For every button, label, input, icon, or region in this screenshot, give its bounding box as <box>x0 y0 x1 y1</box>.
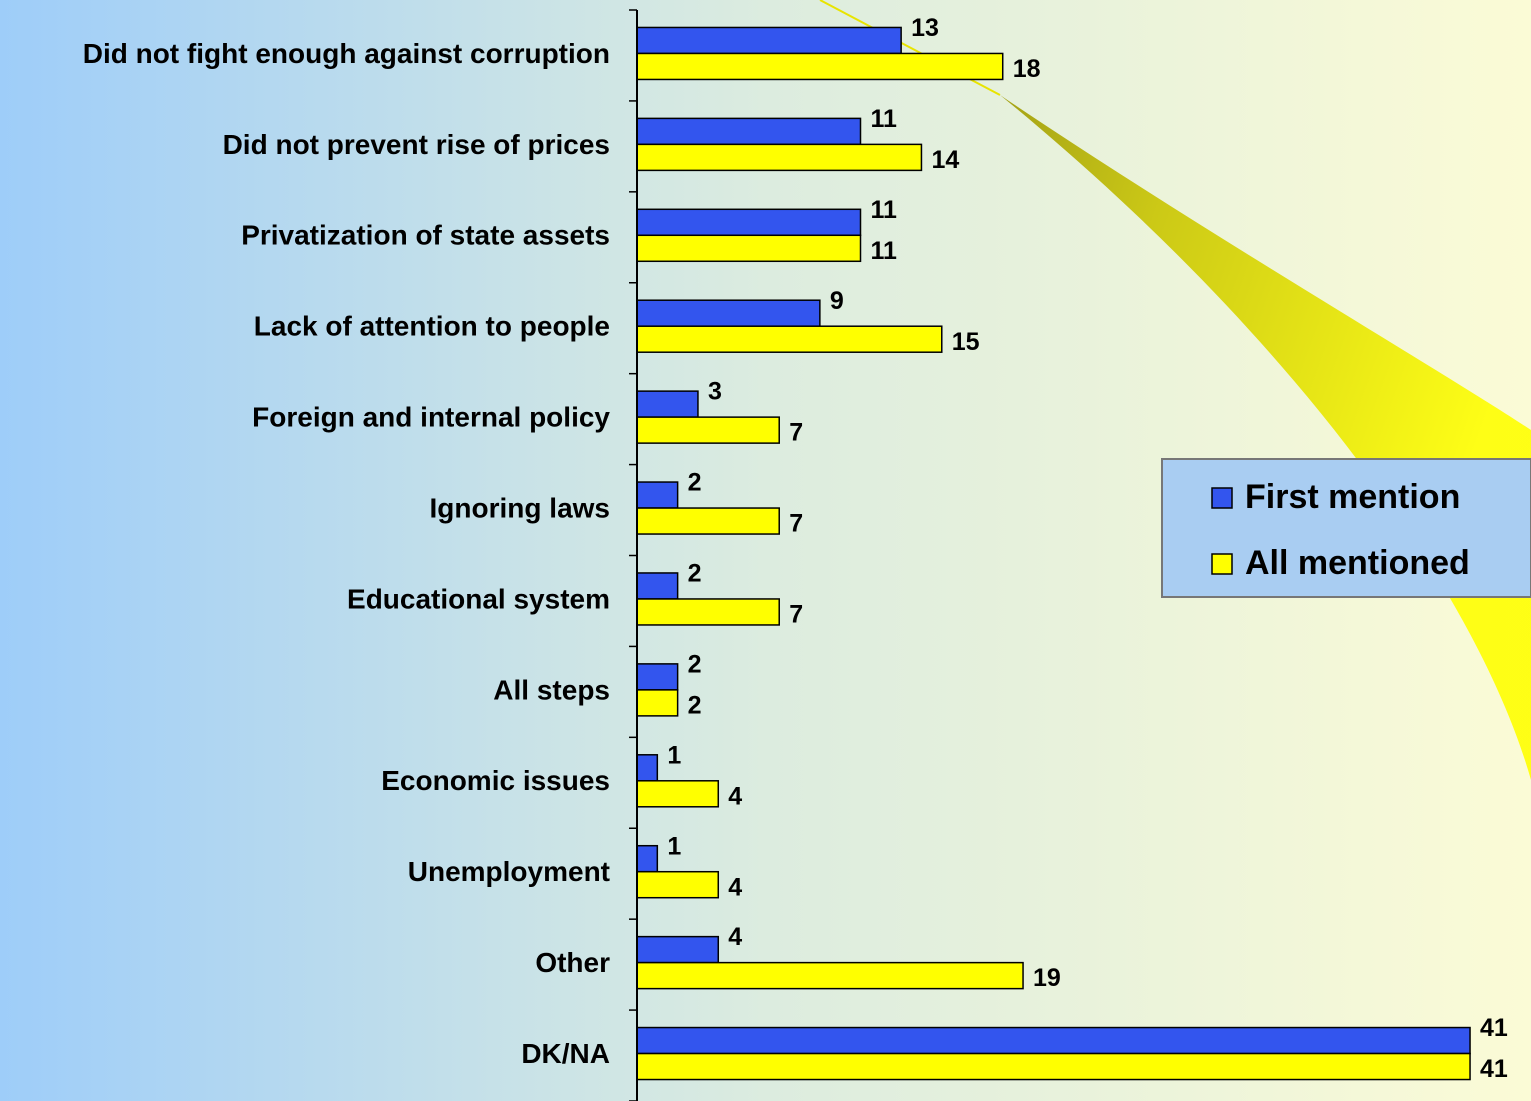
bar <box>636 961 1024 990</box>
value-label: 2 <box>688 469 702 497</box>
value-label: 18 <box>1013 55 1041 83</box>
category-label: Unemployment <box>408 856 610 887</box>
bar <box>636 598 780 626</box>
bar <box>636 1052 1471 1081</box>
bar <box>636 325 943 353</box>
category-label: DK/NA <box>521 1038 610 1069</box>
category-label: Ignoring laws <box>430 492 610 523</box>
value-label: 11 <box>871 237 898 265</box>
legend-label: All mentioned <box>1245 544 1470 582</box>
value-label: 1 <box>667 741 681 769</box>
value-label: 2 <box>688 560 702 588</box>
value-label: 14 <box>931 146 959 174</box>
bar <box>636 416 780 444</box>
value-label: 19 <box>1033 964 1061 992</box>
value-label: 41 <box>1480 1014 1508 1042</box>
bar <box>636 663 679 691</box>
legend-swatch <box>1211 553 1233 575</box>
value-label: 2 <box>688 691 702 719</box>
legend: First mention All mentioned <box>1161 458 1531 598</box>
category-label: Did not prevent rise of prices <box>223 129 610 160</box>
value-label: 41 <box>1480 1055 1508 1083</box>
bar <box>636 234 862 263</box>
legend-swatch <box>1211 487 1233 509</box>
bar <box>636 390 699 418</box>
bar <box>636 935 720 964</box>
category-label: Did not fight enough against corruption <box>83 38 610 69</box>
value-label: 13 <box>911 14 939 42</box>
bar <box>636 52 1004 81</box>
value-label: 7 <box>789 419 803 447</box>
category-label: All steps <box>493 674 610 705</box>
bar <box>636 208 862 237</box>
bar <box>636 689 679 717</box>
value-label: 4 <box>728 873 742 901</box>
bar <box>636 754 659 782</box>
value-label: 9 <box>830 287 844 315</box>
bar <box>636 481 679 509</box>
bar <box>636 780 720 808</box>
bar <box>636 1026 1471 1055</box>
legend-label: First mention <box>1245 478 1460 516</box>
value-label: 7 <box>789 510 803 538</box>
value-label: 4 <box>728 923 742 951</box>
value-label: 1 <box>667 832 681 860</box>
bar <box>636 507 780 535</box>
category-label: Educational system <box>347 583 610 614</box>
decorative-swoosh <box>820 0 1531 780</box>
category-label: Privatization of state assets <box>241 220 610 251</box>
value-label: 11 <box>871 105 898 133</box>
plot: Did not fight enough against corruption 1… <box>83 9 1508 1101</box>
value-label: 3 <box>708 378 722 406</box>
bar <box>636 117 862 146</box>
bar <box>636 299 821 327</box>
category-label: Foreign and internal policy <box>252 402 610 433</box>
bar <box>636 844 659 873</box>
category-label: Lack of attention to people <box>254 311 610 342</box>
value-label: 4 <box>728 782 742 810</box>
value-label: 15 <box>952 328 980 356</box>
value-label: 7 <box>789 601 803 629</box>
category-label: Other <box>535 947 610 978</box>
bar <box>636 572 679 600</box>
bar <box>636 870 720 899</box>
value-label: 2 <box>688 650 702 678</box>
value-label: 11 <box>871 196 898 224</box>
bar <box>636 26 902 55</box>
bar <box>636 143 923 172</box>
category-label: Economic issues <box>381 765 610 796</box>
